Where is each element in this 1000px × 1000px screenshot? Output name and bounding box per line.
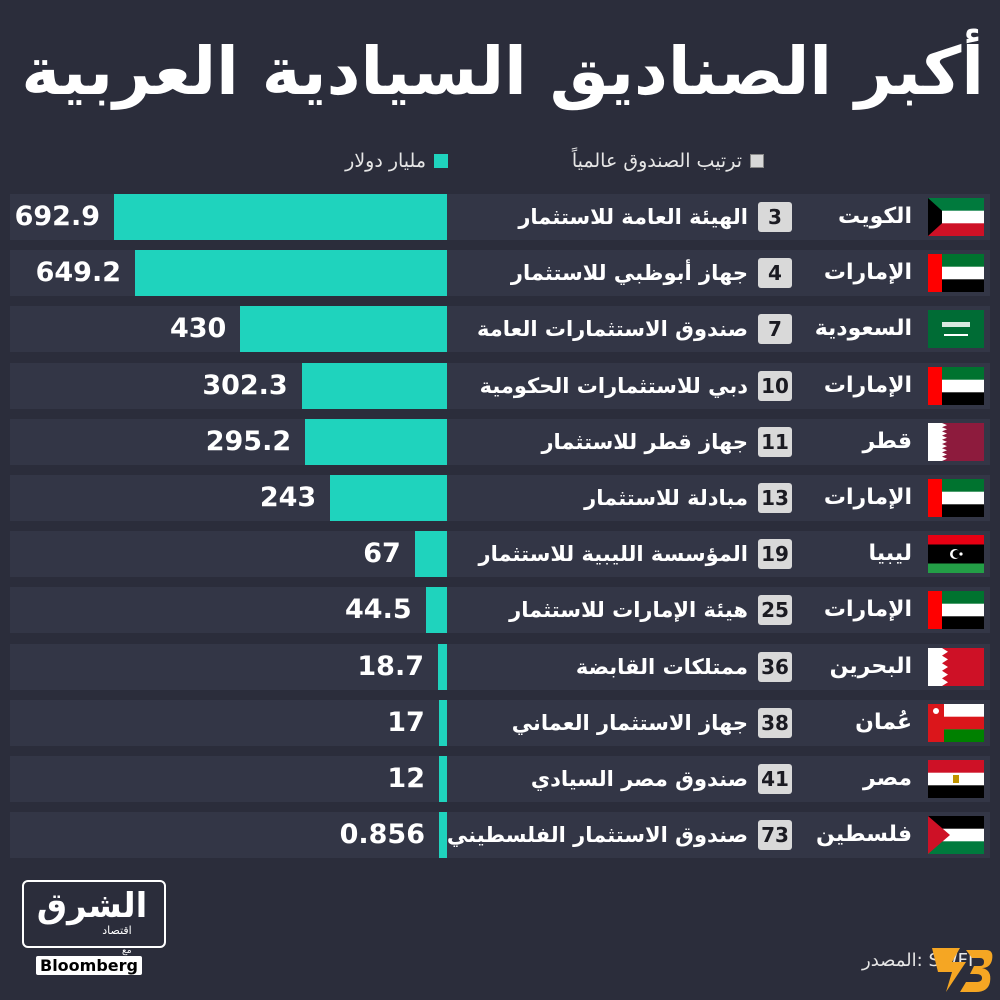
rank-badge: 73 bbox=[758, 820, 792, 851]
legend-value-label: مليار دولار bbox=[345, 150, 426, 172]
rank-badge: 19 bbox=[758, 539, 792, 570]
row-background bbox=[10, 531, 990, 578]
palestine-flag-icon bbox=[928, 816, 984, 855]
uae-flag-icon bbox=[928, 254, 984, 293]
rank-badge: 41 bbox=[758, 764, 792, 794]
page-title: أكبر الصناديق السيادية العربية bbox=[21, 33, 984, 110]
fund-name: هيئة الإمارات للاستثمار bbox=[509, 598, 748, 623]
row-background bbox=[10, 306, 990, 353]
value-label: 17 bbox=[387, 706, 425, 738]
country-name: الإمارات bbox=[823, 485, 912, 510]
row-background bbox=[10, 418, 990, 465]
country-name: الكويت bbox=[838, 204, 912, 229]
value-label: 302.3 bbox=[202, 369, 288, 401]
rank-badge: 36 bbox=[758, 651, 792, 682]
fund-name: جهاز قطر للاستثمار bbox=[541, 429, 748, 454]
libya-flag-icon bbox=[928, 535, 984, 574]
row-background bbox=[10, 587, 990, 634]
country-name: مصر bbox=[863, 766, 912, 791]
legend-rank-swatch bbox=[750, 154, 764, 168]
country-name: ليبيا bbox=[868, 541, 912, 567]
row-background bbox=[10, 699, 990, 746]
value-label: 649.2 bbox=[35, 257, 122, 289]
bar bbox=[330, 475, 447, 521]
value-label: 67 bbox=[363, 538, 401, 570]
logo-main-text: الشرق bbox=[36, 886, 148, 926]
fund-name: صندوق مصر السيادي bbox=[530, 767, 748, 791]
bar bbox=[114, 194, 447, 240]
value-label: 44.5 bbox=[345, 594, 412, 626]
bar bbox=[438, 643, 447, 690]
rank-badge: 13 bbox=[758, 483, 792, 513]
row-background bbox=[10, 362, 990, 409]
rank-badge: 25 bbox=[758, 595, 792, 626]
value-label: 0.856 bbox=[339, 819, 425, 851]
uae-flag-icon bbox=[928, 366, 984, 405]
fund-name: الهيئة العامة للاستثمار bbox=[518, 205, 748, 229]
row-background bbox=[10, 812, 990, 859]
logo-with-text: مع bbox=[122, 946, 132, 956]
bar bbox=[301, 362, 447, 409]
value-label: 18.7 bbox=[357, 650, 425, 682]
rank-badge: 10 bbox=[758, 370, 792, 401]
fund-name: ممتلكات القابضة bbox=[575, 654, 748, 679]
fund-name: المؤسسة الليبية للاستثمار bbox=[478, 542, 749, 567]
value-label: 243 bbox=[259, 482, 317, 513]
country-name: عُمان bbox=[855, 709, 912, 735]
country-name: فلسطين bbox=[816, 822, 912, 848]
bar bbox=[439, 756, 447, 802]
row-background bbox=[10, 475, 990, 521]
asharq-logo: الشرق اقتصاد مع Bloomberg bbox=[22, 880, 166, 978]
fund-name: صندوق الاستثمار الفلسطيني bbox=[446, 823, 748, 848]
country-name: البحرين bbox=[829, 653, 912, 679]
bar bbox=[414, 531, 447, 578]
fund-name: جهاز أبوظبي للاستثمار bbox=[510, 261, 748, 286]
fund-name: صندوق الاستثمارات العامة bbox=[477, 317, 748, 342]
rank-badge: 11 bbox=[758, 426, 792, 457]
watermark-icon bbox=[932, 948, 993, 992]
legend-value: مليار دولار bbox=[345, 146, 448, 176]
uae-flag-icon bbox=[928, 479, 984, 517]
fund-name: جهاز الاستثمار العماني bbox=[511, 710, 748, 735]
row-background bbox=[10, 756, 990, 802]
logo-sub-text: اقتصاد bbox=[102, 924, 132, 937]
kuwait-flag-icon bbox=[928, 198, 984, 236]
bloomberg-logo: Bloomberg bbox=[36, 956, 142, 975]
bar bbox=[439, 812, 447, 859]
rank-badge: 7 bbox=[758, 314, 792, 345]
legend-rank: ترتيب الصندوق عالمياً bbox=[572, 146, 764, 176]
rank-badge: 4 bbox=[758, 258, 792, 289]
country-name: الإمارات bbox=[823, 597, 912, 623]
bar bbox=[438, 699, 447, 746]
legend-value-swatch bbox=[434, 154, 448, 168]
value-label: 12 bbox=[387, 763, 425, 794]
value-label: 295.2 bbox=[205, 425, 292, 457]
qatar-flag-icon bbox=[928, 422, 984, 461]
value-label: 692.9 bbox=[14, 201, 100, 232]
bahrain-flag-icon bbox=[928, 647, 984, 686]
logo-frame bbox=[22, 880, 166, 948]
bar bbox=[240, 306, 447, 353]
uae-flag-icon bbox=[928, 591, 984, 630]
country-name: الإمارات bbox=[823, 372, 912, 398]
saudi-flag-icon bbox=[928, 310, 984, 349]
bar bbox=[305, 418, 447, 465]
legend-rank-label: ترتيب الصندوق عالمياً bbox=[571, 150, 742, 172]
rank-badge: 38 bbox=[758, 707, 792, 738]
egypt-flag-icon bbox=[928, 760, 984, 798]
row-background bbox=[10, 643, 990, 690]
fund-name: مبادلة للاستثمار bbox=[584, 486, 748, 510]
bar bbox=[425, 587, 447, 634]
country-name: الإمارات bbox=[823, 260, 912, 286]
rank-badge: 3 bbox=[758, 202, 792, 232]
bar bbox=[135, 250, 447, 297]
value-label: 430 bbox=[169, 313, 227, 345]
fund-name: دبي للاستثمارات الحكومية bbox=[479, 373, 748, 398]
country-name: قطر bbox=[862, 428, 912, 454]
country-name: السعودية bbox=[814, 316, 912, 342]
oman-flag-icon bbox=[928, 703, 984, 742]
